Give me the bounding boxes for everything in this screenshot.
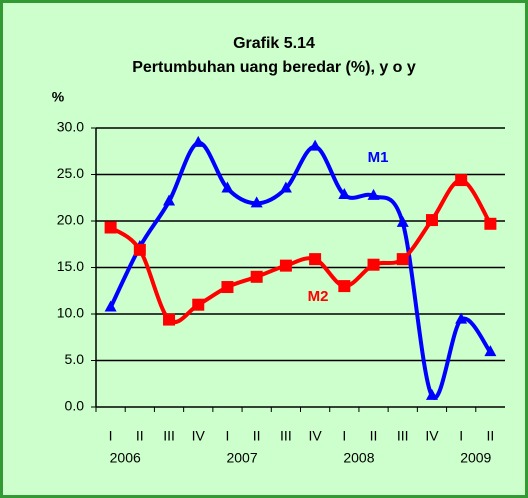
series-label: M1 — [368, 149, 389, 166]
y-tick-label: 20.0 — [57, 212, 84, 228]
x-tick-label: III — [280, 428, 292, 444]
point-marker — [396, 215, 409, 227]
x-tick-label: II — [136, 428, 144, 444]
point-marker — [309, 139, 322, 151]
point-marker — [309, 253, 322, 266]
point-marker — [250, 270, 263, 283]
y-tick-label: 15.0 — [57, 258, 84, 274]
chart-title: Grafik 5.14 — [233, 35, 315, 52]
y-tick-label: 5.0 — [65, 351, 85, 367]
point-marker — [163, 313, 176, 326]
point-marker — [338, 187, 351, 199]
y-tick-label: 0.0 — [65, 398, 85, 414]
point-marker — [367, 258, 380, 271]
x-tick-label: II — [253, 428, 261, 444]
point-marker — [484, 217, 497, 230]
point-marker — [425, 388, 438, 400]
point-marker — [221, 281, 234, 294]
point-marker — [104, 221, 117, 234]
point-marker — [338, 280, 351, 293]
point-marker — [279, 259, 292, 272]
x-tick-label: IV — [308, 428, 322, 444]
point-marker — [250, 196, 263, 208]
point-marker — [163, 194, 176, 206]
x-tick-label: IV — [425, 428, 439, 444]
y-tick-label: 10.0 — [57, 305, 84, 321]
point-marker — [367, 188, 380, 200]
point-marker — [279, 181, 292, 193]
x-tick-label: III — [163, 428, 175, 444]
x-group-label: 2009 — [460, 450, 491, 466]
x-group-label: 2008 — [343, 450, 374, 466]
x-tick-label: III — [397, 428, 409, 444]
x-group-label: 2007 — [226, 450, 257, 466]
point-marker — [104, 300, 117, 312]
x-tick-label: II — [370, 428, 378, 444]
point-marker — [192, 135, 205, 147]
y-tick-label: 30.0 — [57, 119, 84, 135]
point-marker — [455, 312, 468, 324]
point-marker — [133, 243, 146, 256]
chart-subtitle: Pertumbuhan uang beredar (%), y o y — [132, 59, 416, 76]
point-marker — [484, 345, 497, 357]
x-tick-label: I — [226, 428, 230, 444]
point-marker — [396, 253, 409, 266]
y-axis-label: % — [52, 89, 65, 105]
point-marker — [455, 174, 468, 187]
x-tick-label: IV — [192, 428, 206, 444]
point-marker — [221, 181, 234, 193]
series-label: M2 — [308, 288, 329, 305]
x-group-label: 2006 — [110, 450, 141, 466]
x-tick-label: I — [342, 428, 346, 444]
point-marker — [192, 298, 205, 311]
y-tick-label: 25.0 — [57, 165, 84, 181]
x-tick-label: I — [109, 428, 113, 444]
x-tick-label: II — [487, 428, 495, 444]
x-tick-label: I — [459, 428, 463, 444]
point-marker — [425, 214, 438, 227]
